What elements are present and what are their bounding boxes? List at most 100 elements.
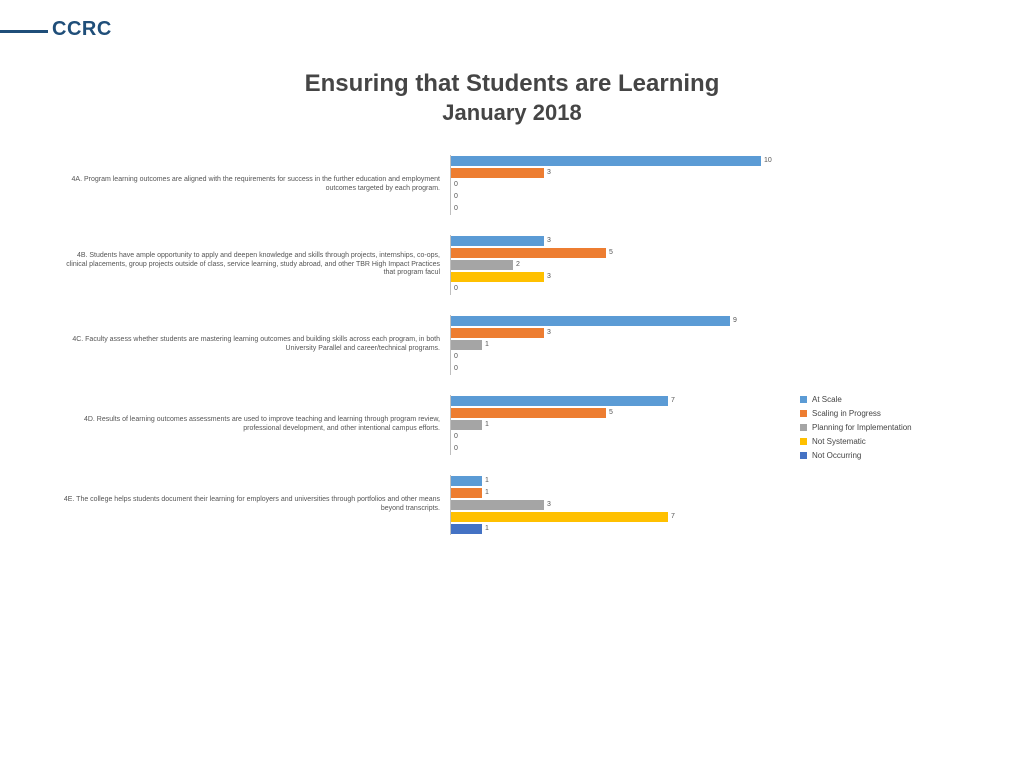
bar-row: 5 [451, 247, 770, 259]
bar-value-label: 10 [764, 155, 772, 167]
bar-value-label: 0 [454, 363, 458, 375]
bar-row: 9 [451, 315, 770, 327]
bar-row: 0 [451, 203, 770, 215]
legend-label: Not Systematic [812, 437, 866, 446]
bar-value-label: 0 [454, 283, 458, 295]
bar-row: 5 [451, 407, 770, 419]
bar-value-label: 0 [454, 203, 458, 215]
bar-value-label: 3 [547, 235, 551, 247]
bar [451, 512, 668, 522]
bar-value-label: 0 [454, 191, 458, 203]
bar [451, 272, 544, 282]
legend-swatch [800, 452, 807, 459]
bar [451, 236, 544, 246]
logo-text: CCRC [52, 18, 112, 41]
bar-row: 1 [451, 339, 770, 351]
bar [451, 524, 482, 534]
header-rule [0, 30, 48, 33]
category-label: 4E. The college helps students document … [60, 475, 450, 535]
bar [451, 488, 482, 498]
bar-row: 0 [451, 351, 770, 363]
bar-row: 1 [451, 419, 770, 431]
bars-container: 9 3 1 00 [450, 315, 770, 375]
bar-row: 1 [451, 487, 770, 499]
bars-container: 103000 [450, 155, 770, 215]
bar-row: 0 [451, 431, 770, 443]
legend-label: Not Occurring [812, 451, 861, 460]
legend-item: Not Occurring [800, 451, 912, 460]
bar-row: 10 [451, 155, 770, 167]
bar [451, 420, 482, 430]
bar-value-label: 0 [454, 443, 458, 455]
bar-value-label: 9 [733, 315, 737, 327]
bar [451, 396, 668, 406]
bar-value-label: 7 [671, 395, 675, 407]
bar-value-label: 3 [547, 327, 551, 339]
page-title: Ensuring that Students are Learning Janu… [0, 70, 1024, 126]
bar-row: 3 [451, 327, 770, 339]
bar [451, 156, 761, 166]
legend-item: Not Systematic [800, 437, 912, 446]
category-label: 4D. Results of learning outcomes assessm… [60, 395, 450, 455]
bar-value-label: 1 [485, 339, 489, 351]
bar [451, 248, 606, 258]
bar-value-label: 1 [485, 523, 489, 535]
bar-row: 1 [451, 523, 770, 535]
bar-row: 0 [451, 363, 770, 375]
category-label: 4C. Faculty assess whether students are … [60, 315, 450, 375]
bar [451, 316, 730, 326]
bar-value-label: 3 [547, 499, 551, 511]
chart-category-group: 4B. Students have ample opportunity to a… [60, 235, 780, 295]
chart-category-group: 4D. Results of learning outcomes assessm… [60, 395, 780, 455]
legend-swatch [800, 396, 807, 403]
bar-row: 0 [451, 283, 770, 295]
bar-row: 3 [451, 167, 770, 179]
bar-value-label: 3 [547, 271, 551, 283]
bar-row: 0 [451, 443, 770, 455]
bars-container: 11371 [450, 475, 770, 535]
chart-legend: At Scale Scaling in Progress Planning for … [800, 395, 912, 465]
bar-value-label: 7 [671, 511, 675, 523]
legend-item: Planning for Implementation [800, 423, 912, 432]
bar-value-label: 0 [454, 179, 458, 191]
bar-value-label: 1 [485, 475, 489, 487]
bar-row: 1 [451, 475, 770, 487]
title-line-1: Ensuring that Students are Learning [0, 70, 1024, 98]
bar-value-label: 5 [609, 247, 613, 259]
category-label: 4A. Program learning outcomes are aligne… [60, 155, 450, 215]
bar-value-label: 1 [485, 419, 489, 431]
bar-value-label: 0 [454, 351, 458, 363]
bar-value-label: 2 [516, 259, 520, 271]
bar-row: 7 [451, 395, 770, 407]
legend-swatch [800, 410, 807, 417]
bar-chart: 4A. Program learning outcomes are aligne… [60, 155, 780, 730]
bar-row: 3 [451, 271, 770, 283]
bar-row: 7 [451, 511, 770, 523]
bar [451, 408, 606, 418]
legend-swatch [800, 438, 807, 445]
legend-label: At Scale [812, 395, 842, 404]
bar [451, 328, 544, 338]
legend-swatch [800, 424, 807, 431]
bar-row: 0 [451, 191, 770, 203]
bar-value-label: 1 [485, 487, 489, 499]
bar-value-label: 3 [547, 167, 551, 179]
bar-row: 0 [451, 179, 770, 191]
bar [451, 168, 544, 178]
chart-category-group: 4C. Faculty assess whether students are … [60, 315, 780, 375]
bar [451, 340, 482, 350]
bar-row: 2 [451, 259, 770, 271]
legend-item: Scaling in Progress [800, 409, 912, 418]
bar-row: 3 [451, 499, 770, 511]
legend-label: Planning for Implementation [812, 423, 912, 432]
bar [451, 476, 482, 486]
title-line-2: January 2018 [0, 100, 1024, 126]
chart-category-group: 4E. The college helps students document … [60, 475, 780, 535]
legend-label: Scaling in Progress [812, 409, 881, 418]
bars-container: 751 00 [450, 395, 770, 455]
bar [451, 260, 513, 270]
chart-category-group: 4A. Program learning outcomes are aligne… [60, 155, 780, 215]
bar [451, 500, 544, 510]
bar-value-label: 0 [454, 431, 458, 443]
bar-row: 3 [451, 235, 770, 247]
